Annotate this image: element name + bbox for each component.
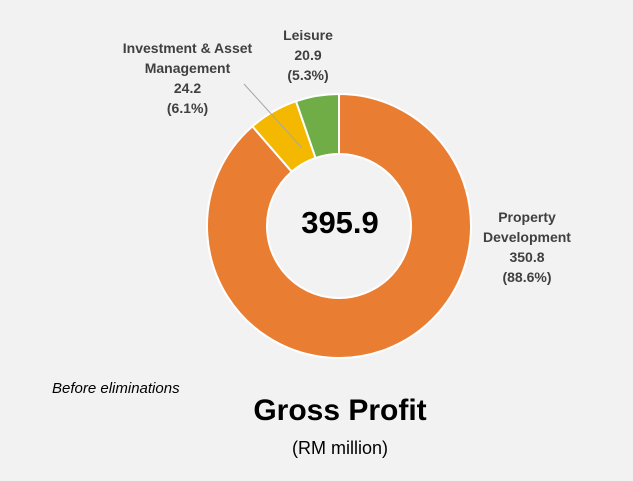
chart-note: Before eliminations [52,380,180,397]
slice-name-line: Property [498,209,556,225]
slice-percent: (88.6%) [502,269,552,285]
slice-value: 350.8 [509,249,545,265]
slice-name-line: Development [483,229,571,245]
chart-subtitle: (RM million) [292,438,388,458]
data-label-investment: Investment & Asset Management 24.2 (6.1%… [100,38,275,118]
slice-name-line: Management [144,60,231,76]
chart-title: Gross Profit [253,394,427,427]
data-label-leisure: Leisure 20.9 (5.3%) [268,25,348,85]
slice-value: 24.2 [173,80,202,96]
donut-slice-0 [206,92,472,359]
slice-percent: (5.3%) [287,67,329,83]
data-label-property: Property Development 350.8 (88.6%) [462,207,592,287]
slice-value: 20.9 [294,47,322,63]
slice-name-line: Investment & Asset [122,40,253,56]
slice-percent: (6.1%) [166,100,209,116]
leader-line-investment [243,83,303,149]
slice-name-line: Leisure [283,27,333,43]
center-total: 395.9 [301,205,379,240]
donut-slice-2 [294,92,340,160]
donut-slices [206,92,472,359]
